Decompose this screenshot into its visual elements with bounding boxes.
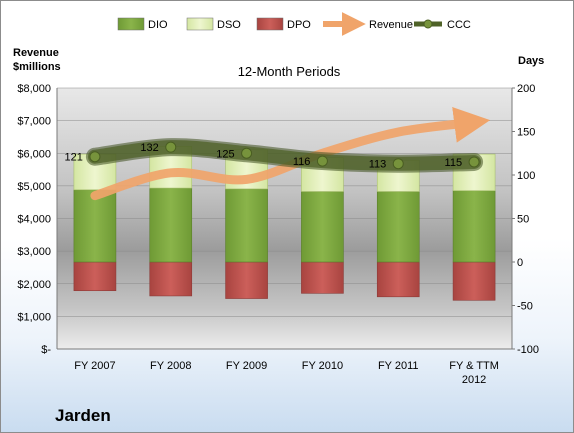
ccc-point	[316, 155, 328, 167]
bar-dio	[225, 188, 268, 263]
left-tick-label: $4,000	[17, 214, 51, 226]
legend-label-dso: DSO	[217, 19, 241, 31]
ccc-line	[87, 140, 482, 171]
bar-dpo	[225, 261, 268, 299]
right-tick-label: 150	[517, 127, 535, 139]
bar-dpo	[452, 261, 496, 301]
bar-dio	[149, 187, 193, 263]
ccc-point	[392, 158, 404, 170]
left-axis-title-line-2: $millions	[13, 61, 61, 73]
bar-dpo	[73, 261, 117, 292]
legend-label-dpo: DPO	[287, 19, 311, 31]
bar-dio	[73, 189, 117, 263]
ccc-data-label: 115	[445, 157, 463, 169]
ccc-point	[241, 147, 253, 159]
right-tick-label: 200	[517, 83, 535, 95]
right-axis-title: Days	[518, 55, 544, 67]
ccc-data-label: 121	[65, 152, 83, 164]
category-label: FY 2010	[302, 360, 343, 372]
left-axis-title-line-1: Revenue	[13, 47, 59, 59]
left-tick-label: $6,000	[17, 148, 51, 160]
category-label: FY 2007	[74, 360, 115, 372]
ccc-point	[468, 156, 480, 168]
left-tick-label: $5,000	[17, 181, 51, 193]
left-tick-label: $1,000	[17, 311, 51, 323]
bar-dio	[376, 191, 420, 263]
legend: DIO DSO DPO Revenue CCC	[117, 12, 471, 36]
chart-title: 12-Month Periods	[238, 64, 341, 79]
ccc-point	[89, 151, 101, 163]
revenue-line	[90, 106, 491, 201]
right-tick-label: 100	[517, 170, 535, 182]
left-tick-label: $2,000	[17, 279, 51, 291]
legend-label-ccc: CCC	[447, 19, 471, 31]
right-tick-label: -100	[517, 344, 539, 356]
legend-swatch-dso	[186, 17, 214, 31]
bar-dio	[301, 191, 344, 263]
left-tick-label: $3,000	[17, 246, 51, 258]
category-label: FY & TTM	[449, 360, 499, 372]
legend-label-dio: DIO	[148, 19, 168, 31]
bar-dpo	[301, 261, 344, 294]
ccc-point	[165, 141, 177, 153]
ccc-data-label: 113	[369, 159, 387, 171]
company-name: Jarden	[55, 406, 111, 425]
category-label: FY 2009	[226, 360, 267, 372]
legend-swatch-dio	[117, 17, 145, 31]
ticks: $- $1,000 $2,000 $3,000 $4,000 $5,000 $6,000 $7…	[17, 83, 539, 386]
ccc-data-label: 125	[216, 148, 234, 160]
bar-dpo	[376, 261, 420, 298]
right-tick-label: 0	[517, 257, 523, 269]
ccc-data-label: 132	[140, 142, 158, 154]
category-label: 2012	[462, 374, 486, 386]
legend-swatch-ccc-dot	[423, 19, 433, 29]
legend-swatch-dpo	[256, 17, 284, 31]
lines: 121 132 125 116 113 115	[65, 106, 491, 201]
right-tick-label: -50	[517, 301, 533, 313]
legend-label-revenue: Revenue	[369, 19, 413, 31]
category-label: FY 2008	[150, 360, 191, 372]
right-tick-label: 50	[517, 214, 529, 226]
left-tick-label: $-	[41, 344, 51, 356]
left-tick-label: $8,000	[17, 83, 51, 95]
bar-dpo	[149, 261, 193, 297]
category-label: FY 2011	[378, 360, 419, 372]
left-tick-label: $7,000	[17, 116, 51, 128]
bar-dio	[452, 190, 496, 263]
ccc-data-label: 116	[293, 156, 311, 168]
